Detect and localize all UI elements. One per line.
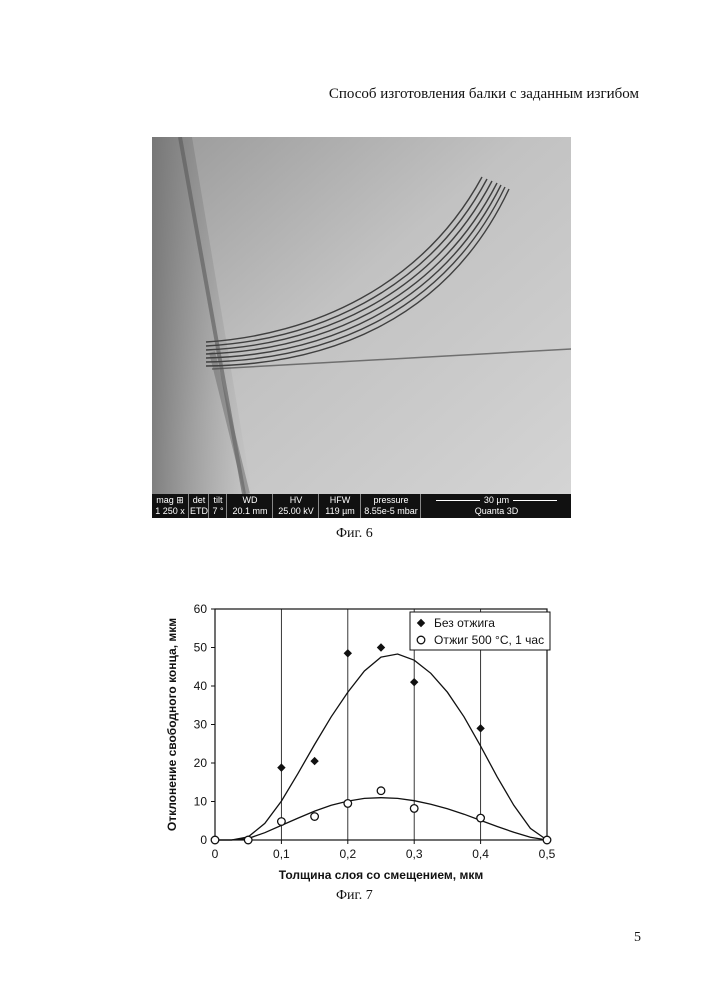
legend-label-series-2: Отжиг 500 °С, 1 час <box>434 633 544 647</box>
data-point-otzhig <box>477 814 485 822</box>
document-title: Способ изготовления балки с заданным изг… <box>329 86 639 103</box>
y-axis-title: Отклонение свободного конца, мкм <box>165 618 179 831</box>
y-tick-label: 20 <box>194 756 208 770</box>
data-point-otzhig <box>344 800 352 808</box>
data-point-otzhig <box>377 787 385 795</box>
x-tick-label: 0,5 <box>539 847 556 861</box>
info-hfw: HFW119 µm <box>318 494 361 518</box>
data-point-otzhig <box>311 813 319 821</box>
x-tick-label: 0,1 <box>273 847 290 861</box>
y-tick-label: 30 <box>194 718 208 732</box>
x-axis-title: Толщина слоя со смещением, мкм <box>279 868 484 882</box>
info-det: detETD <box>188 494 209 518</box>
info-mag: mag ⊞1 250 x <box>152 494 188 518</box>
x-tick-label: 0,4 <box>472 847 489 861</box>
page-number: 5 <box>634 930 641 946</box>
figure-6-caption: Фиг. 6 <box>336 526 373 542</box>
info-tilt: tilt7 ° <box>208 494 227 518</box>
instrument-name: Quanta 3D <box>475 506 519 517</box>
data-point-bez-otzhiga <box>410 678 418 686</box>
data-point-otzhig <box>244 836 252 844</box>
data-point-bez-otzhiga <box>377 643 385 651</box>
y-tick-label: 10 <box>194 795 208 809</box>
scale-bar-label: 30 µm <box>484 495 509 506</box>
x-tick-label: 0 <box>212 847 219 861</box>
data-point-bez-otzhiga <box>310 757 318 765</box>
data-point-bez-otzhiga <box>344 649 352 657</box>
trend-line-series-2 <box>215 798 547 840</box>
sem-image <box>152 137 571 494</box>
data-point-otzhig <box>211 836 219 844</box>
info-wd: WD20.1 mm <box>226 494 273 518</box>
y-tick-label: 60 <box>194 602 208 616</box>
data-point-otzhig <box>543 836 551 844</box>
data-point-bez-otzhiga <box>476 724 484 732</box>
trend-line-series-1 <box>215 654 547 840</box>
data-point-otzhig <box>278 818 286 826</box>
sem-info-bar: mag ⊞1 250 x detETD tilt7 ° WD20.1 mm HV… <box>152 494 571 518</box>
legend-marker-circle <box>417 636 425 644</box>
info-pressure: pressure8.55e-5 mbar <box>360 494 421 518</box>
x-tick-label: 0,2 <box>339 847 356 861</box>
legend-label-series-1: Без отжига <box>434 616 495 630</box>
x-tick-label: 0,3 <box>406 847 423 861</box>
figure-7-chart: 0 10 20 30 40 50 60 0 0,1 0,2 0,3 0,4 0,5 Толщина сло… <box>160 596 560 886</box>
figure-7-caption: Фиг. 7 <box>336 888 373 904</box>
info-hv: HV25.00 kV <box>272 494 319 518</box>
data-point-otzhig <box>410 805 418 813</box>
info-scale: 30 µm Quanta 3D <box>420 494 572 518</box>
data-point-bez-otzhiga <box>277 763 285 771</box>
y-tick-label: 50 <box>194 641 208 655</box>
y-tick-label: 40 <box>194 679 208 693</box>
y-tick-label: 0 <box>200 833 207 847</box>
sem-micrograph: mag ⊞1 250 x detETD tilt7 ° WD20.1 mm HV… <box>152 137 571 518</box>
